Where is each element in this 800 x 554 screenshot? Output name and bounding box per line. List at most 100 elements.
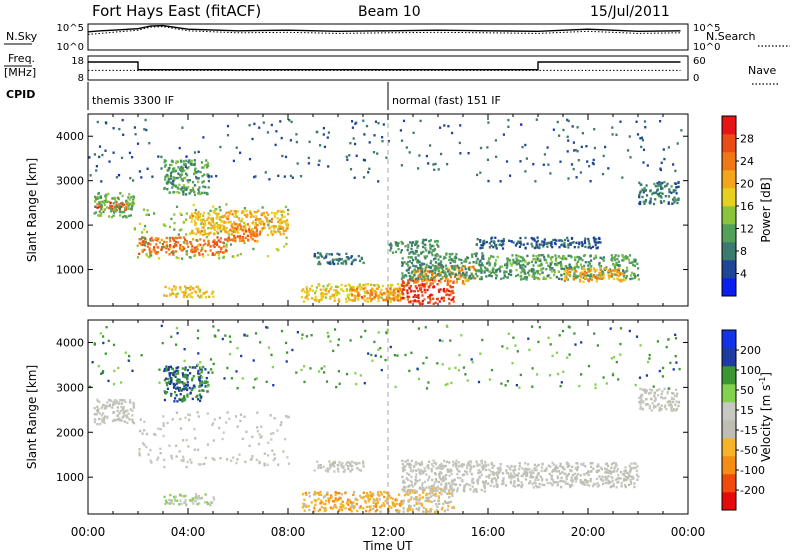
data-cell <box>410 496 413 499</box>
data-cell <box>104 149 107 152</box>
data-cell <box>345 252 348 255</box>
data-cell <box>149 239 152 242</box>
data-cell <box>621 254 624 258</box>
data-cell <box>439 281 442 284</box>
data-cell <box>542 254 545 257</box>
data-cell <box>358 461 361 465</box>
data-cell <box>423 288 426 292</box>
data-cell <box>559 239 562 242</box>
data-cell <box>198 378 201 381</box>
data-cell <box>564 275 567 278</box>
data-cell <box>428 485 431 489</box>
data-cell <box>309 289 312 292</box>
data-cell <box>235 215 239 218</box>
data-cell <box>448 461 451 464</box>
data-cell <box>521 483 524 486</box>
data-cell <box>613 470 616 473</box>
data-cell <box>522 263 525 267</box>
data-cell <box>637 267 640 270</box>
data-cell <box>619 477 622 480</box>
data-cell <box>433 265 436 268</box>
data-cell <box>568 326 571 329</box>
data-cell <box>652 191 655 195</box>
data-cell <box>310 501 313 504</box>
data-cell <box>425 238 428 242</box>
data-cell <box>659 200 662 203</box>
data-cell <box>410 261 414 265</box>
data-cell <box>675 192 678 195</box>
data-cell <box>447 505 450 508</box>
data-cell <box>93 212 96 215</box>
data-cell <box>587 473 590 476</box>
data-cell <box>488 273 491 277</box>
data-cell <box>162 434 165 438</box>
data-cell <box>556 470 559 473</box>
data-cell <box>333 465 336 468</box>
data-cell <box>622 479 625 482</box>
data-cell <box>616 277 619 280</box>
data-cell <box>479 266 483 270</box>
data-cell <box>627 258 631 262</box>
data-cell <box>453 478 456 481</box>
data-cell <box>414 256 417 259</box>
data-cell <box>169 379 173 383</box>
data-cell <box>434 254 437 257</box>
data-cell <box>375 294 378 297</box>
data-cell <box>452 267 455 270</box>
data-cell <box>234 211 237 215</box>
data-cell <box>166 188 169 191</box>
data-cell <box>341 500 344 503</box>
data-cell <box>572 141 575 144</box>
data-cell <box>429 266 432 270</box>
data-cell <box>458 483 462 487</box>
data-cell <box>477 269 480 272</box>
data-cell <box>482 243 485 246</box>
data-cell <box>203 501 206 504</box>
data-cell <box>98 155 101 159</box>
data-cell <box>423 480 427 484</box>
data-cell <box>507 118 510 122</box>
data-cell <box>399 504 402 507</box>
data-cell <box>520 268 524 271</box>
data-cell <box>615 273 618 277</box>
data-cell <box>359 505 362 508</box>
data-cell <box>563 279 566 283</box>
data-cell <box>510 240 513 243</box>
data-cell <box>423 298 426 301</box>
data-cell <box>460 334 463 337</box>
data-cell <box>443 124 446 127</box>
data-cell <box>112 214 115 217</box>
data-cell <box>214 208 217 211</box>
data-cell <box>96 400 99 403</box>
data-cell <box>340 463 343 466</box>
data-cell <box>579 474 582 477</box>
data-cell <box>266 220 269 223</box>
data-cell <box>580 481 583 485</box>
data-cell <box>408 463 411 466</box>
data-cell <box>191 162 194 166</box>
data-cell <box>426 498 429 501</box>
data-cell <box>159 447 162 450</box>
data-cell <box>325 292 328 296</box>
data-cell <box>440 488 443 491</box>
data-cell <box>339 464 342 467</box>
data-cell <box>574 477 577 480</box>
data-cell <box>212 496 215 499</box>
colorbar-segment <box>722 170 736 189</box>
data-cell <box>342 262 345 265</box>
data-cell <box>177 381 180 384</box>
data-cell <box>366 300 369 303</box>
nsky-series-line <box>87 24 681 33</box>
data-cell <box>269 414 272 417</box>
data-cell <box>399 129 402 132</box>
data-cell <box>645 403 648 406</box>
data-cell <box>122 408 125 412</box>
data-cell <box>258 460 261 463</box>
data-cell <box>133 227 136 230</box>
data-cell <box>510 273 513 277</box>
data-cell <box>196 294 200 297</box>
data-cell <box>425 263 428 266</box>
data-cell <box>348 154 351 157</box>
data-cell <box>362 462 365 465</box>
data-cell <box>566 270 569 274</box>
